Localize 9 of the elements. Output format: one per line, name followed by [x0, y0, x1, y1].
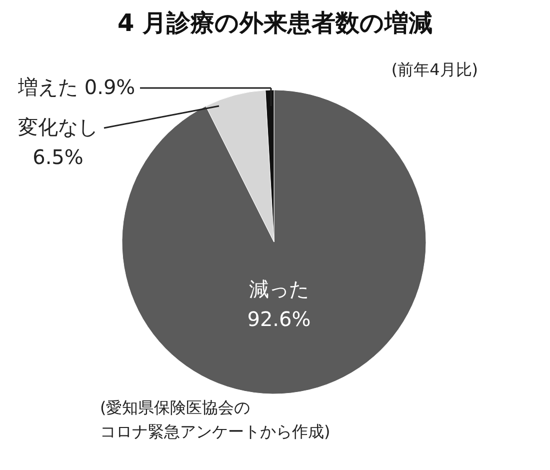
- slice-label: 変化なし: [18, 115, 98, 139]
- text: (愛知県保険医協会の: [100, 398, 250, 417]
- data-label: 92.6%: [247, 307, 311, 331]
- data-label: 6.5%: [32, 145, 84, 169]
- chart-subtitle: (前年4月比): [391, 60, 478, 79]
- chart-title: 4 月診療の外来患者数の増減: [117, 9, 433, 37]
- slice-label: 増えた 0.9%: [17, 75, 136, 99]
- text: コロナ緊急アンケートから作成): [100, 422, 330, 441]
- slice-label: 減った: [249, 277, 309, 301]
